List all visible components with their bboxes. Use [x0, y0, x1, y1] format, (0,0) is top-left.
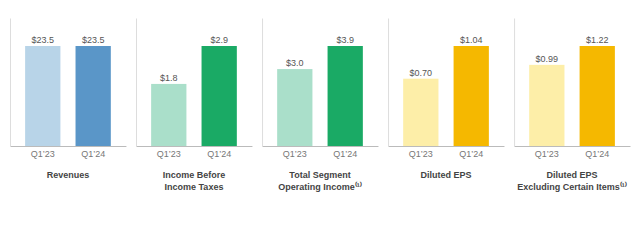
group-label: Diluted EPS: [421, 170, 472, 180]
x-tick: Q1’23: [283, 146, 307, 159]
x-tick-label: Q1’23: [157, 149, 181, 159]
value-label: $0.99: [536, 54, 559, 64]
group-label: Revenues: [47, 170, 90, 180]
x-tick: Q1’24: [333, 146, 357, 159]
x-tick-label: Q1’24: [81, 149, 105, 159]
value-label: $3.0: [286, 58, 304, 68]
bar: [403, 79, 438, 146]
bars: [529, 46, 615, 146]
x-axis: Q1’23 Q1’24: [11, 146, 127, 159]
value-label: $1.04: [460, 35, 483, 45]
panel: $3.0 $3.9 Q1’23 Q1’24 Total SegmentOperating…: [263, 19, 379, 193]
bars: [25, 46, 111, 146]
x-tick-label: Q1’24: [585, 149, 609, 159]
x-axis-line: [263, 146, 379, 147]
group-label: Income Before Income Taxes: [163, 170, 226, 192]
group-label-line: Diluted EPS: [421, 170, 472, 180]
bar: [277, 69, 312, 146]
bar: [76, 46, 111, 146]
value-label: $1.8: [160, 73, 178, 83]
y-axis: [10, 19, 11, 147]
bar: [328, 46, 363, 146]
x-axis: Q1’23 Q1’24: [263, 146, 379, 159]
value-label: $1.22: [586, 35, 609, 45]
y-axis-line: [136, 19, 137, 147]
x-axis-line: [389, 146, 505, 147]
bars: [403, 46, 489, 146]
x-tick-label: Q1’24: [459, 149, 483, 159]
group-label-line: Income Before: [163, 170, 226, 180]
value-label: $2.9: [210, 35, 228, 45]
y-axis: [262, 19, 263, 147]
y-axis-line: [262, 19, 263, 147]
x-axis: Q1’23 Q1’24: [137, 146, 253, 159]
y-axis: [136, 19, 137, 147]
y-axis-line: [10, 19, 11, 147]
chart: $23.5 $23.5 Q1’23 Q1’24 Revenues $1.8 $2.9 Q1’2…: [0, 0, 640, 242]
x-axis: Q1’23 Q1’24: [515, 146, 631, 159]
x-tick: Q1’23: [409, 146, 433, 159]
bar: [25, 46, 60, 146]
value-label: $0.70: [410, 68, 433, 78]
x-tick: Q1’23: [31, 146, 55, 159]
panel: $0.70 $1.04 Q1’23 Q1’24 Diluted EPS: [389, 19, 505, 181]
y-axis: [514, 19, 515, 147]
x-tick-label: Q1’24: [333, 149, 357, 159]
x-tick: Q1’24: [81, 146, 105, 159]
bar: [529, 65, 564, 146]
x-axis-line: [137, 146, 253, 147]
y-axis-line: [388, 19, 389, 147]
bar: [202, 46, 237, 146]
group-label-line: Operating Income⁽¹⁾: [278, 181, 362, 192]
x-tick-label: Q1’23: [283, 149, 307, 159]
x-axis-line: [11, 146, 127, 147]
y-axis: [388, 19, 389, 147]
bar: [580, 46, 615, 146]
group-label-line: Diluted EPS: [547, 170, 598, 180]
bar: [454, 46, 489, 146]
x-tick: Q1’23: [535, 146, 559, 159]
x-tick-label: Q1’23: [409, 149, 433, 159]
group-label-line: Income Taxes: [165, 182, 224, 192]
group-label-line: Excluding Certain Items⁽¹⁾: [517, 181, 627, 192]
value-label: $3.9: [336, 35, 354, 45]
bar: [151, 84, 186, 146]
x-tick-label: Q1’24: [207, 149, 231, 159]
panel: $0.99 $1.22 Q1’23 Q1’24 Diluted EPSExcluding…: [515, 19, 631, 193]
panel: $23.5 $23.5 Q1’23 Q1’24 Revenues: [11, 19, 127, 181]
x-tick-label: Q1’23: [535, 149, 559, 159]
group-label-line: Total Segment: [289, 170, 350, 180]
x-tick: Q1’24: [459, 146, 483, 159]
x-tick: Q1’24: [585, 146, 609, 159]
group-label: Total SegmentOperating Income⁽¹⁾: [278, 170, 362, 192]
value-label: $23.5: [31, 35, 54, 45]
x-tick: Q1’23: [157, 146, 181, 159]
value-label: $23.5: [82, 35, 105, 45]
x-axis: Q1’23 Q1’24: [389, 146, 505, 159]
bars: [151, 46, 237, 146]
x-axis-line: [515, 146, 631, 147]
group-label: Diluted EPSExcluding Certain Items⁽¹⁾: [517, 170, 627, 192]
x-tick: Q1’24: [207, 146, 231, 159]
group-label-line: Revenues: [47, 170, 90, 180]
y-axis-line: [514, 19, 515, 147]
x-tick-label: Q1’23: [31, 149, 55, 159]
bars: [277, 46, 363, 146]
panel: $1.8 $2.9 Q1’23 Q1’24 Income Before Income Ta…: [137, 19, 253, 193]
